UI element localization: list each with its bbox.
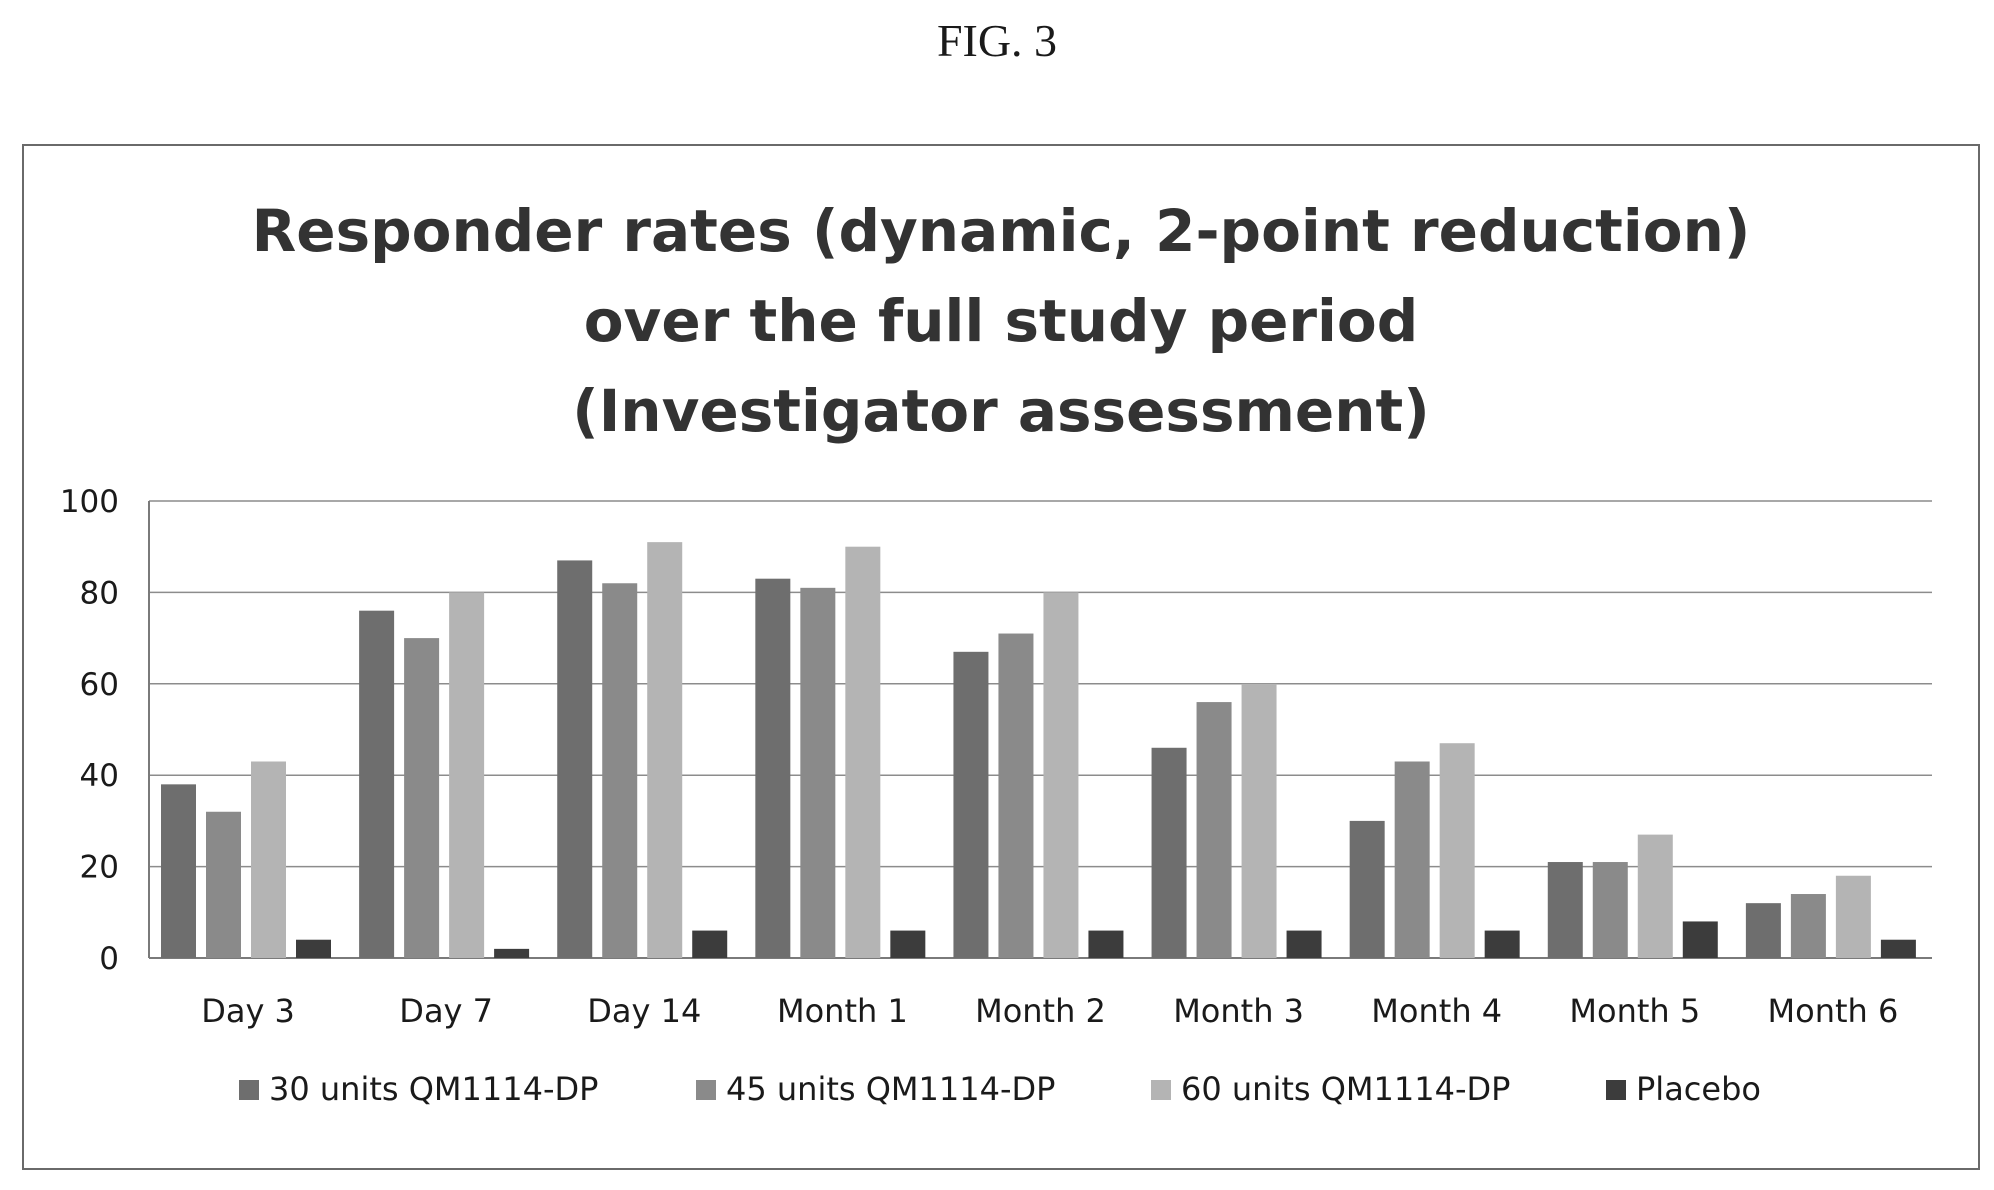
bar-30-units-qm1114-dp (953, 651, 989, 958)
bar-30-units-qm1114-dp (1151, 747, 1187, 958)
bar-60-units-qm1114-dp (449, 592, 485, 958)
bar-45-units-qm1114-dp (800, 587, 836, 958)
bar-placebo (1484, 930, 1520, 958)
bar-45-units-qm1114-dp (602, 583, 638, 958)
bar-30-units-qm1114-dp (161, 784, 196, 958)
legend-label: 45 units QM1114-DP (726, 1070, 1055, 1108)
legend-label: 30 units QM1114-DP (269, 1070, 598, 1108)
x-tick-label: Day 7 (399, 992, 493, 1030)
bar-60-units-qm1114-dp (251, 761, 286, 958)
bar-45-units-qm1114-dp (206, 811, 241, 958)
bar-30-units-qm1114-dp (1547, 862, 1583, 958)
x-tick-label: Day 3 (201, 992, 295, 1030)
bar-placebo (494, 948, 530, 958)
x-tick-label: Day 14 (587, 992, 701, 1030)
bar-placebo (1682, 921, 1718, 958)
bar-placebo (692, 930, 728, 958)
bar-45-units-qm1114-dp (1790, 894, 1826, 958)
bar-45-units-qm1114-dp (1592, 862, 1628, 958)
y-tick-label: 100 (60, 484, 119, 520)
y-tick-label: 60 (80, 667, 119, 703)
bar-30-units-qm1114-dp (557, 560, 593, 958)
bar-60-units-qm1114-dp (1835, 875, 1871, 958)
bar-60-units-qm1114-dp (1637, 834, 1673, 958)
bar-30-units-qm1114-dp (755, 578, 791, 958)
x-tick-label: Month 1 (777, 992, 908, 1030)
legend-swatch (239, 1080, 259, 1100)
legend-label: 60 units QM1114-DP (1181, 1070, 1510, 1108)
chart-frame: Responder rates (dynamic, 2-point reduct… (22, 144, 1980, 1170)
legend-swatch (696, 1080, 716, 1100)
bar-placebo (1286, 930, 1322, 958)
y-tick-label: 80 (80, 575, 119, 611)
bar-60-units-qm1114-dp (1241, 683, 1277, 958)
x-tick-label: Month 5 (1569, 992, 1700, 1030)
legend-label: Placebo (1636, 1070, 1761, 1108)
bar-45-units-qm1114-dp (1196, 702, 1232, 958)
bar-60-units-qm1114-dp (1439, 743, 1475, 958)
chart-title-line-3: (Investigator assessment) (572, 377, 1430, 445)
x-tick-label: Month 3 (1173, 992, 1304, 1030)
x-tick-label: Month 4 (1371, 992, 1502, 1030)
x-tick-label: Month 6 (1768, 992, 1899, 1030)
x-tick-label: Month 2 (975, 992, 1106, 1030)
bar-placebo (1880, 939, 1916, 958)
bar-30-units-qm1114-dp (1745, 903, 1781, 958)
bar-placebo (296, 939, 331, 958)
bar-45-units-qm1114-dp (404, 638, 440, 958)
bar-chart: 0 20 40 60 80 100 Day 3 Day 7 Day 14 Month 1 Month… (60, 484, 1932, 1108)
y-tick-label: 0 (99, 941, 119, 977)
bar-placebo (1088, 930, 1124, 958)
chart-title: Responder rates (dynamic, 2-point reduct… (24, 186, 1978, 456)
figure-label: FIG. 3 (936, 15, 1058, 66)
bar-30-units-qm1114-dp (359, 610, 395, 958)
bar-45-units-qm1114-dp (998, 633, 1034, 958)
bar-60-units-qm1114-dp (647, 542, 683, 958)
y-tick-label: 40 (80, 758, 119, 794)
bar-placebo (890, 930, 926, 958)
legend-swatch (1606, 1080, 1626, 1100)
chart-title-line-1: Responder rates (dynamic, 2-point reduct… (251, 197, 1751, 265)
bar-60-units-qm1114-dp (1043, 592, 1079, 958)
bar-45-units-qm1114-dp (1394, 761, 1430, 958)
chart-title-line-2: over the full study period (583, 287, 1419, 355)
y-tick-label: 20 (80, 850, 119, 886)
bar-30-units-qm1114-dp (1349, 820, 1385, 958)
legend-swatch (1151, 1080, 1171, 1100)
bar-60-units-qm1114-dp (845, 546, 881, 958)
